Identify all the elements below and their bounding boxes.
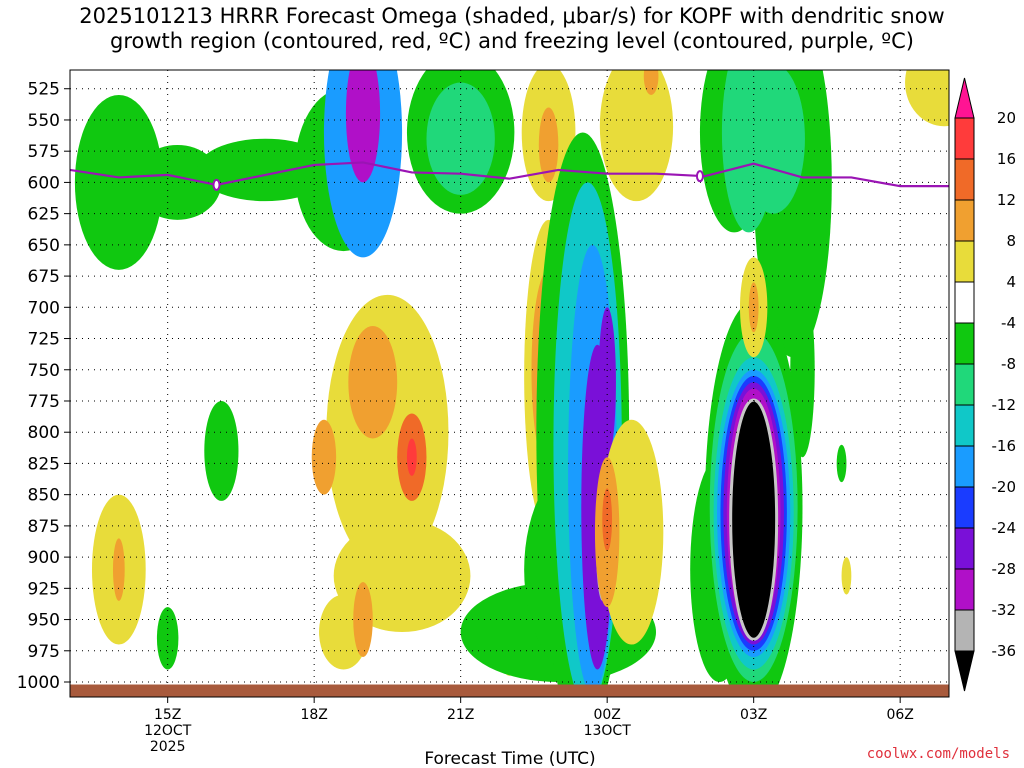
attribution: coolwx.com/models <box>866 746 1010 762</box>
colorbar-label-7: -12 <box>992 396 1017 414</box>
x-tick-label-03Z: 03Z <box>740 707 767 723</box>
omega-region-29 <box>156 607 179 670</box>
omega-region-6 <box>345 70 381 183</box>
omega-region-11 <box>599 70 674 202</box>
omega-region-8 <box>426 82 495 195</box>
plot-frame <box>69 69 950 698</box>
x-tick-label-18Z: 18Z <box>300 707 327 723</box>
x-tick-label-06Z: 06Z <box>886 707 913 723</box>
x-tick-year-15Z: 2025 <box>150 739 186 755</box>
title-line-1: 2025101213 HRRR Forecast Omega (shaded, … <box>79 4 945 28</box>
colorbar-label-2: 12 <box>997 191 1016 209</box>
x-tick-label-00Z: 00Z <box>593 707 620 723</box>
omega-region-28 <box>112 538 125 601</box>
omega-region-23 <box>311 419 337 495</box>
y-tick-label-625: 625 <box>28 205 60 225</box>
y-tick-label-525: 525 <box>28 80 60 100</box>
omega-region-30 <box>204 400 239 501</box>
y-tick-label-775: 775 <box>28 392 60 412</box>
omega-region-60 <box>841 557 852 595</box>
y-axis: 525 550 575 600 625 650 675 700 725 750 775 800 825 8… <box>17 80 70 693</box>
y-tick-label-600: 600 <box>28 173 60 193</box>
colorbar-bin-12 <box>954 568 975 611</box>
colorbar-bin-4 <box>954 240 975 283</box>
colorbar-bin-2 <box>954 158 975 201</box>
y-tick-label-1000: 1000 <box>17 673 60 693</box>
omega-region-22 <box>406 438 417 476</box>
freezing-level-marker <box>212 178 221 191</box>
colorbar-label-1: 16 <box>997 150 1016 168</box>
omega-region-59 <box>836 444 847 483</box>
grid <box>70 70 949 697</box>
y-tick-label-700: 700 <box>28 298 60 318</box>
colorbar-bin-7 <box>954 363 975 406</box>
y-tick-label-825: 825 <box>28 454 60 474</box>
x-tick-date-00Z: 13OCT <box>584 723 632 739</box>
x-tick-date-15Z: 12OCT <box>144 723 192 739</box>
colorbar-label-10: -24 <box>992 519 1017 537</box>
colorbar-label-8: -16 <box>992 437 1017 455</box>
colorbar-bin-9 <box>954 445 975 488</box>
omega-region-10 <box>538 107 559 183</box>
omega-region-56 <box>731 400 776 639</box>
omega-region-58 <box>748 282 759 333</box>
y-tick-label-850: 850 <box>28 486 60 506</box>
y-tick-label-750: 750 <box>28 361 60 381</box>
colorbar-label-4: 4 <box>1006 273 1016 291</box>
x-tick-label-21Z: 21Z <box>447 707 474 723</box>
omega-shading <box>74 70 949 697</box>
colorbar-label-9: -20 <box>992 478 1017 496</box>
colorbar-bin-1 <box>954 117 975 160</box>
y-tick-label-900: 900 <box>28 548 60 568</box>
colorbar-top-arrow <box>954 77 975 119</box>
omega-region-18 <box>905 70 949 127</box>
colorbar-bin-8 <box>954 404 975 447</box>
y-tick-label-725: 725 <box>28 330 60 350</box>
omega-region-20 <box>348 326 398 439</box>
colorbar-bin-5 <box>954 281 975 324</box>
colorbar-bottom-arrow <box>954 650 975 692</box>
omega-region-12 <box>643 70 659 95</box>
colorbar-label-3: 8 <box>1006 232 1016 250</box>
freezing-level-layer <box>70 161 949 697</box>
omega-region-44 <box>599 419 664 645</box>
colorbar-bin-6 <box>954 322 975 365</box>
colorbar-bin-10 <box>954 486 975 529</box>
chart-title: 2025101213 HRRR Forecast Omega (shaded, … <box>0 4 1024 54</box>
colorbar-bin-13 <box>954 609 975 652</box>
y-tick-label-950: 950 <box>28 611 60 631</box>
y-tick-label-550: 550 <box>28 111 60 131</box>
colorbar-label-12: -32 <box>992 601 1017 619</box>
colorbar-label-13: -36 <box>992 642 1017 660</box>
colorbar-label-0: 20 <box>997 109 1016 127</box>
y-tick-label-800: 800 <box>28 423 60 443</box>
y-tick-label-650: 650 <box>28 236 60 256</box>
colorbar-label-5: -4 <box>1001 314 1016 332</box>
y-tick-label-575: 575 <box>28 142 60 162</box>
y-tick-label-975: 975 <box>28 642 60 662</box>
ground-surface <box>70 684 949 697</box>
core-outline <box>729 398 779 641</box>
colorbar-label-6: -8 <box>1001 355 1016 373</box>
colorbar: 20 16 12 8 4 -4 -8 -12 -16 -20 -24 -28 -32 -36 <box>954 77 1017 692</box>
omega-region-26 <box>353 582 373 658</box>
y-tick-label-875: 875 <box>28 517 60 537</box>
colorbar-label-11: -28 <box>992 560 1017 578</box>
colorbar-bin-11 <box>954 527 975 570</box>
omega-region-16 <box>741 70 805 214</box>
y-tick-label-675: 675 <box>28 267 60 287</box>
y-tick-label-925: 925 <box>28 579 60 599</box>
title-line-2: growth region (contoured, red, ºC) and f… <box>110 29 914 53</box>
x-tick-label-15Z: 15Z <box>154 707 181 723</box>
x-axis-label: Forecast Time (UTC) <box>424 749 595 768</box>
colorbar-bin-3 <box>954 199 975 242</box>
freezing-level-marker <box>695 170 704 183</box>
omega-region-46 <box>602 488 613 551</box>
